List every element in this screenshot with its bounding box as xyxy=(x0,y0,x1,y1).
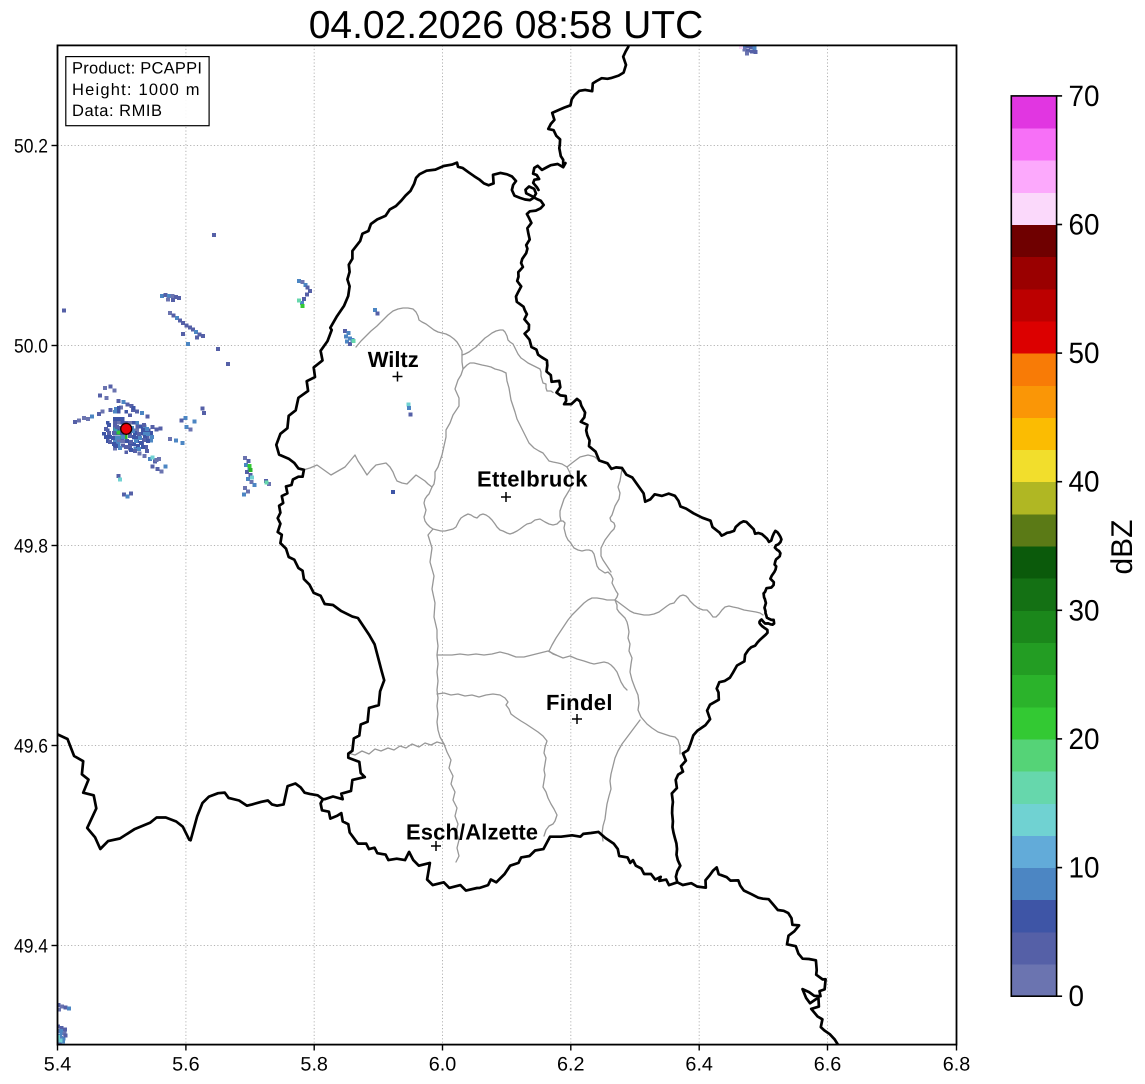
svg-text:Product: PCAPPI: Product: PCAPPI xyxy=(72,60,202,78)
svg-text:Ettelbruck: Ettelbruck xyxy=(477,467,588,492)
svg-text:20: 20 xyxy=(1069,723,1100,756)
svg-text:10: 10 xyxy=(1069,852,1100,885)
svg-text:04.02.2026 08:58 UTC: 04.02.2026 08:58 UTC xyxy=(309,4,704,47)
svg-text:5.8: 5.8 xyxy=(300,1054,328,1076)
svg-text:70: 70 xyxy=(1069,80,1100,113)
svg-text:50.0: 50.0 xyxy=(14,336,48,358)
svg-text:50.2: 50.2 xyxy=(14,136,48,158)
svg-text:Height: 1000 m: Height: 1000 m xyxy=(72,81,200,99)
svg-text:60: 60 xyxy=(1069,209,1100,242)
svg-text:dBZ: dBZ xyxy=(1106,519,1139,574)
svg-text:49.4: 49.4 xyxy=(14,936,48,958)
svg-text:50: 50 xyxy=(1069,337,1100,370)
svg-text:Esch/Alzette: Esch/Alzette xyxy=(406,820,538,845)
svg-text:Findel: Findel xyxy=(546,690,613,715)
svg-text:30: 30 xyxy=(1069,594,1100,627)
svg-text:6.0: 6.0 xyxy=(429,1054,457,1076)
svg-text:5.6: 5.6 xyxy=(172,1054,200,1076)
svg-text:40: 40 xyxy=(1069,466,1100,499)
svg-text:5.4: 5.4 xyxy=(44,1054,72,1076)
svg-text:6.6: 6.6 xyxy=(814,1054,842,1076)
svg-text:49.6: 49.6 xyxy=(14,736,48,758)
svg-text:6.8: 6.8 xyxy=(943,1054,971,1076)
svg-text:Data: RMIB: Data: RMIB xyxy=(72,102,162,120)
svg-text:Wiltz: Wiltz xyxy=(368,347,419,372)
svg-text:6.2: 6.2 xyxy=(557,1054,585,1076)
svg-text:0: 0 xyxy=(1069,980,1085,1013)
svg-text:49.8: 49.8 xyxy=(14,536,48,558)
svg-text:6.4: 6.4 xyxy=(685,1054,713,1076)
